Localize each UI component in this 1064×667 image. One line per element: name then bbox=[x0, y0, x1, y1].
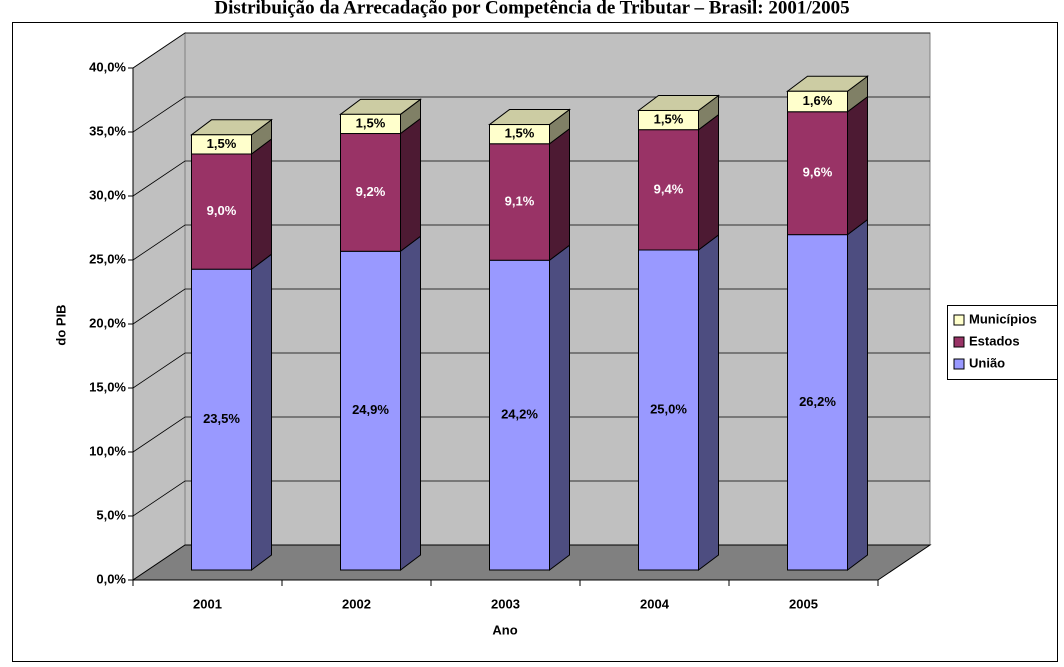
legend-swatch bbox=[953, 336, 965, 348]
bar-segment: 25,0% bbox=[638, 234, 719, 571]
bar bbox=[489, 143, 550, 261]
bar-segment: 9,0% bbox=[191, 138, 272, 271]
bar bbox=[787, 90, 848, 113]
bar-segment: 26,2% bbox=[787, 218, 868, 571]
bar bbox=[787, 111, 848, 236]
bar bbox=[787, 234, 848, 571]
bar-segment: 9,6% bbox=[787, 95, 868, 236]
y-tick-label: 5,0% bbox=[96, 507, 126, 522]
bar-segment: 23,5% bbox=[191, 253, 272, 571]
bar bbox=[638, 109, 699, 131]
bar-segment: 24,2% bbox=[489, 244, 570, 571]
x-tick-label: 2003 bbox=[491, 596, 520, 611]
data-label: 1,5% bbox=[207, 136, 237, 151]
bar-segment: 9,2% bbox=[340, 117, 421, 253]
legend-swatch bbox=[953, 314, 965, 326]
data-label: 24,9% bbox=[352, 402, 389, 417]
legend-label: Municípios bbox=[969, 311, 1037, 326]
bar-side bbox=[847, 95, 868, 236]
bar-segment: 9,1% bbox=[489, 127, 570, 262]
legend-box bbox=[947, 305, 1058, 380]
x-tick-label: 2004 bbox=[640, 596, 670, 611]
bar bbox=[638, 249, 699, 571]
bar-side bbox=[251, 138, 272, 271]
bar bbox=[638, 129, 699, 251]
bar bbox=[489, 124, 550, 145]
bar bbox=[340, 250, 401, 571]
data-label: 24,2% bbox=[501, 407, 538, 422]
data-label: 26,2% bbox=[799, 394, 836, 409]
data-label: 1,5% bbox=[356, 115, 386, 130]
bar-side bbox=[400, 117, 421, 253]
x-tick-label: 2005 bbox=[789, 596, 818, 611]
x-tick-label: 2002 bbox=[342, 596, 371, 611]
data-label: 1,6% bbox=[803, 93, 833, 108]
bar-side bbox=[698, 113, 719, 251]
bar-segment: 1,5% bbox=[190, 118, 273, 155]
bar-side bbox=[251, 253, 272, 571]
bar-segment: 1,6% bbox=[786, 75, 869, 113]
bar-segment: 1,5% bbox=[488, 108, 571, 145]
bar bbox=[191, 134, 252, 155]
legend-label: União bbox=[969, 355, 1005, 370]
chart-title: Distribuição da Arrecadação por Competên… bbox=[214, 0, 849, 18]
y-tick-label: 40,0% bbox=[89, 59, 126, 74]
data-label: 9,6% bbox=[803, 165, 833, 180]
x-tick-label: 2001 bbox=[193, 596, 222, 611]
bar bbox=[191, 268, 252, 571]
y-tick-label: 20,0% bbox=[89, 315, 126, 330]
bar-segment: 1,5% bbox=[339, 98, 422, 135]
y-tick-label: 30,0% bbox=[89, 187, 126, 202]
bar-segment: 9,4% bbox=[638, 113, 719, 251]
bar-side bbox=[549, 127, 570, 262]
y-tick-label: 15,0% bbox=[89, 379, 126, 394]
bar-segment: 24,9% bbox=[340, 235, 421, 571]
bar bbox=[340, 133, 401, 252]
x-axis-label: Ano bbox=[492, 622, 517, 637]
legend-label: Estados bbox=[969, 333, 1020, 348]
bar-side bbox=[698, 234, 719, 571]
legend-swatch bbox=[953, 358, 965, 370]
bar bbox=[191, 153, 252, 270]
bar-side bbox=[549, 244, 570, 571]
data-label: 1,5% bbox=[505, 126, 535, 141]
bar-side bbox=[400, 235, 421, 571]
data-label: 25,0% bbox=[650, 401, 687, 416]
data-label: 9,1% bbox=[505, 193, 535, 208]
y-tick-label: 0,0% bbox=[96, 571, 126, 586]
bar-segment: 1,5% bbox=[637, 94, 720, 131]
data-label: 9,4% bbox=[654, 181, 684, 196]
y-axis-label: do PIB bbox=[53, 304, 68, 345]
y-tick-label: 35,0% bbox=[89, 123, 126, 138]
data-label: 23,5% bbox=[203, 411, 240, 426]
bar bbox=[340, 113, 401, 135]
data-label: 9,0% bbox=[207, 203, 237, 218]
data-label: 1,5% bbox=[654, 112, 684, 127]
bar bbox=[489, 259, 550, 571]
grid-line bbox=[132, 32, 930, 69]
y-tick-label: 25,0% bbox=[89, 251, 126, 266]
data-label: 9,2% bbox=[356, 184, 386, 199]
bar-side bbox=[847, 218, 868, 571]
y-tick-label: 10,0% bbox=[89, 443, 126, 458]
